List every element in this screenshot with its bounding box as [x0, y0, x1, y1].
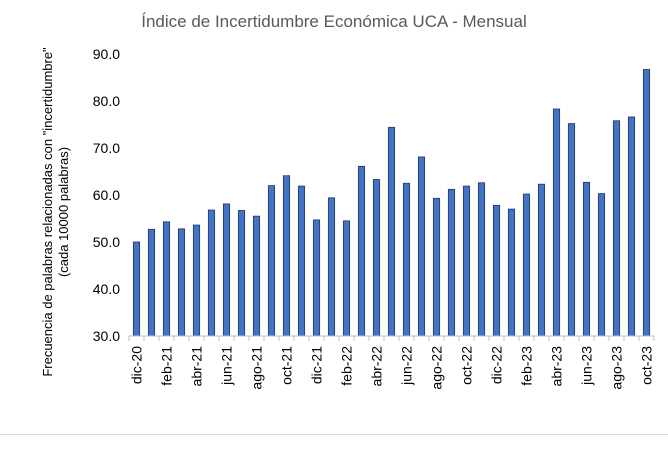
x-tick-label: abr-22 [369, 346, 385, 387]
y-tick-label: 40.0 [93, 281, 120, 297]
bar-feb-21 [162, 221, 171, 337]
x-tick-label: ago-22 [429, 346, 445, 390]
x-tick-label: feb-21 [159, 346, 175, 386]
bar-ene-21 [147, 228, 156, 337]
x-tick-label: ago-21 [249, 346, 265, 390]
bar-dic-20 [132, 241, 141, 337]
bar-abr-22 [372, 179, 381, 337]
bar-feb-23 [522, 193, 531, 337]
bar-jul-22 [417, 156, 426, 337]
bar-jun-21 [222, 203, 231, 337]
bar-jun-22 [402, 182, 411, 337]
bar-nov-22 [477, 182, 486, 337]
y-tick-label: 60.0 [93, 187, 120, 203]
bar-mar-22 [357, 165, 366, 337]
x-tick-label: ago-23 [609, 346, 625, 390]
bar-ago-23 [612, 120, 621, 337]
bottom-divider [0, 434, 668, 435]
x-tick-label: abr-23 [549, 346, 565, 387]
y-tick-label: 70.0 [93, 140, 120, 156]
bar-sep-22 [447, 188, 456, 337]
x-tick-label: jun-22 [399, 346, 415, 386]
x-tick-label: oct-23 [639, 346, 655, 385]
bar-dic-22 [492, 204, 501, 337]
bar-ago-22 [432, 197, 441, 337]
bar-ene-22 [327, 197, 336, 337]
bar-may-23 [567, 123, 576, 337]
y-tick-label: 80.0 [93, 93, 120, 109]
bar-mar-21 [177, 228, 186, 337]
bar-feb-22 [342, 220, 351, 337]
bar-oct-22 [462, 185, 471, 337]
bar-oct-21 [282, 175, 291, 337]
x-tick-label: feb-22 [339, 346, 355, 386]
bar-abr-23 [552, 108, 561, 337]
bar-jul-21 [237, 210, 246, 337]
y-tick-label: 30.0 [93, 328, 120, 344]
bar-abr-21 [192, 224, 201, 337]
bar-oct-23 [642, 69, 651, 337]
x-tick-label: feb-23 [519, 346, 535, 386]
bar-jul-23 [597, 193, 606, 337]
bar-sep-23 [627, 116, 636, 337]
bar-ene-23 [507, 208, 516, 337]
bar-mar-23 [537, 183, 546, 337]
x-tick-label: abr-21 [189, 346, 205, 387]
bar-dic-21 [312, 219, 321, 337]
chart-title: Índice de Incertidumbre Económica UCA - … [141, 12, 527, 31]
bar-jun-23 [582, 181, 591, 337]
x-tick-label: dic-20 [129, 346, 145, 384]
bar-sep-21 [267, 185, 276, 337]
x-tick-label: oct-21 [279, 346, 295, 385]
x-tick-label: oct-22 [459, 346, 475, 385]
bar-nov-21 [297, 185, 306, 337]
x-tick-label: dic-22 [489, 346, 505, 384]
x-tick-label: dic-21 [309, 346, 325, 384]
bar-ago-21 [252, 215, 261, 337]
bar-may-22 [387, 126, 396, 337]
y-tick-label: 90.0 [93, 46, 120, 62]
x-tick-label: jun-23 [579, 346, 595, 386]
bar-may-21 [207, 209, 216, 337]
x-tick-label: jun-21 [219, 346, 235, 386]
y-tick-label: 50.0 [93, 234, 120, 250]
